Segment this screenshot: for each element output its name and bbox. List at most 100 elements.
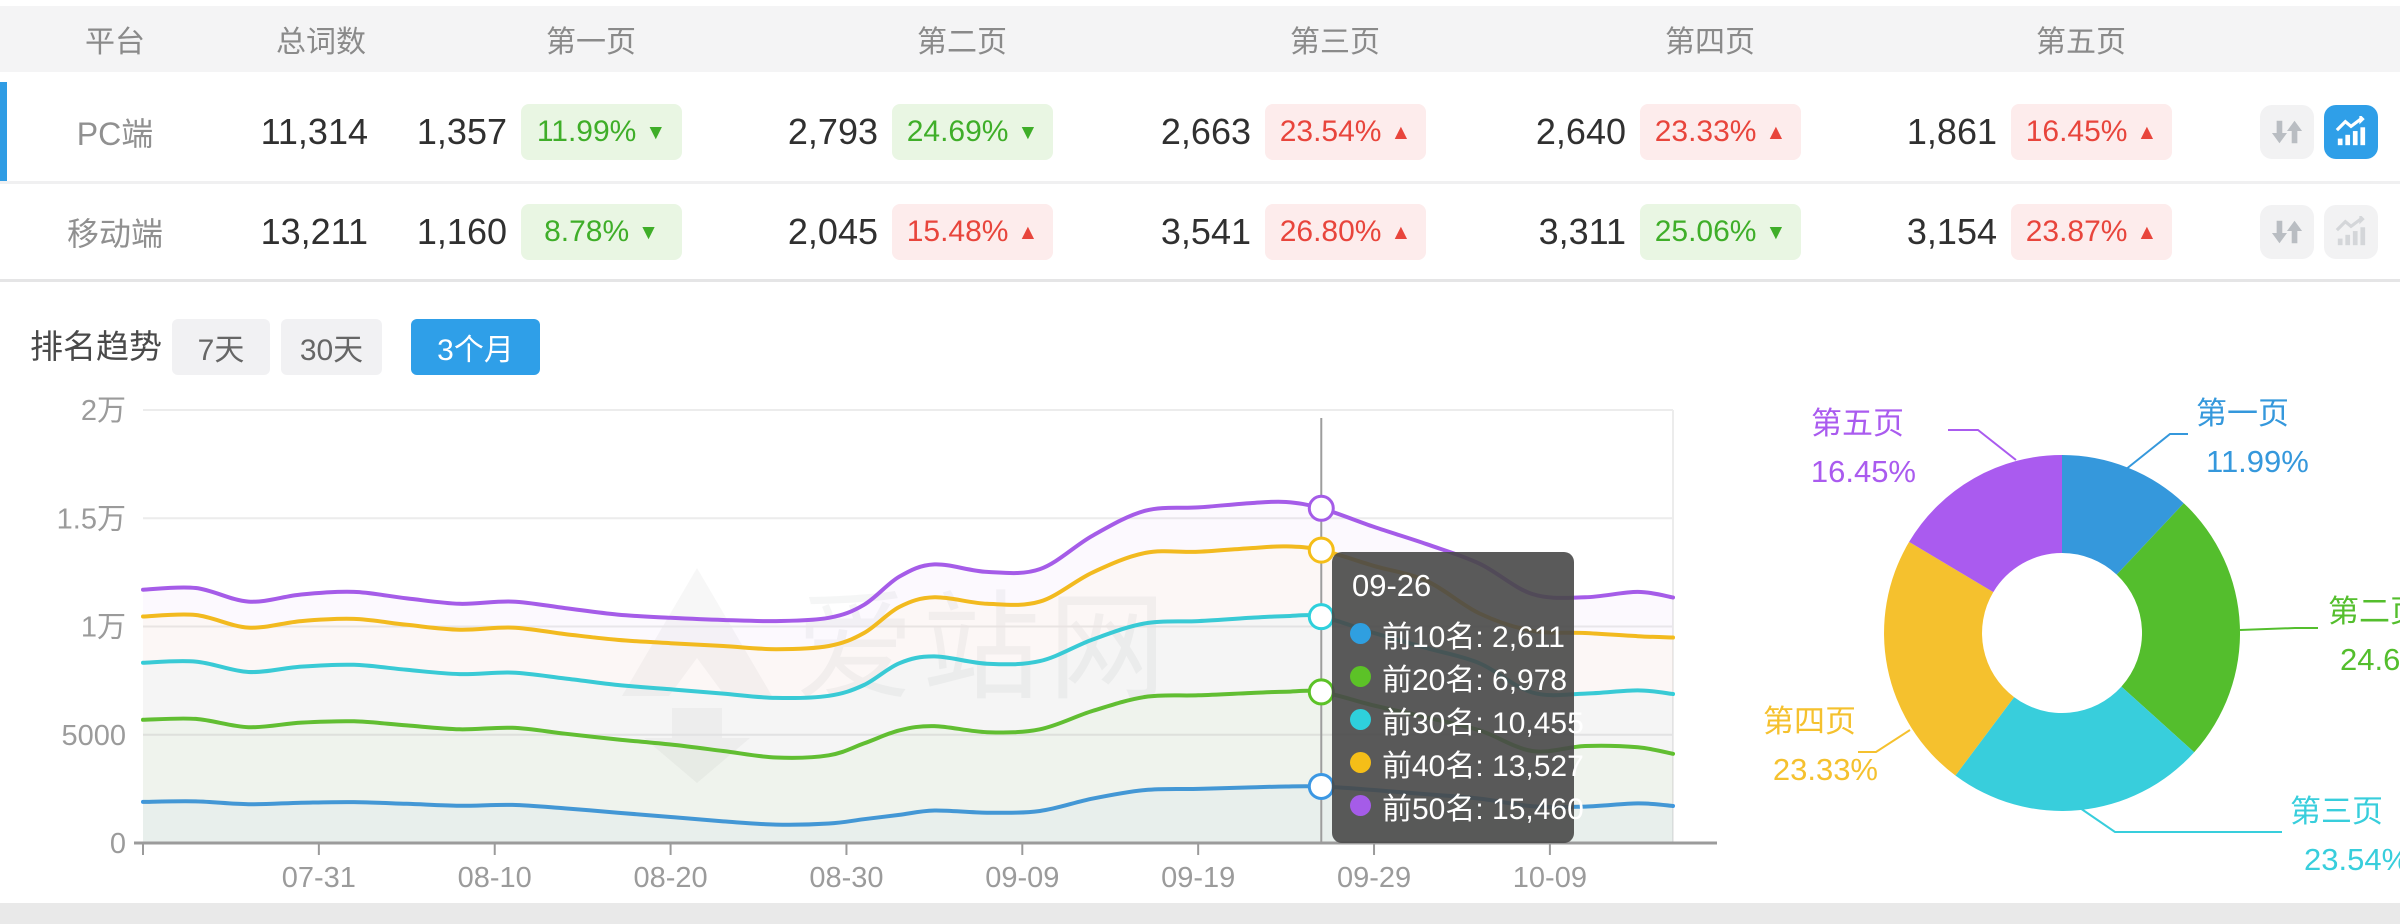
- donut-pct-第二页: 24.69%: [2340, 642, 2400, 677]
- donut-pct-第四页: 23.33%: [1773, 752, 1878, 787]
- donut-slice-第二页: [2116, 503, 2241, 753]
- trend-arrow-icon: ▲: [1765, 120, 1787, 144]
- label-leader-line: [1948, 429, 2017, 461]
- row-actions: [2180, 104, 2400, 159]
- marker-前10名: [1307, 772, 1335, 800]
- page-background: [0, 903, 2400, 924]
- page4-count: 2,640: [1535, 110, 1626, 152]
- series-dot-icon: [1350, 752, 1371, 773]
- trend-arrow-icon: ▼: [645, 120, 667, 144]
- seo-rank-dashboard: 平台 总词数 第一页 第二页 第三页 第四页 第五页 PC端 11,314 1,…: [0, 0, 2400, 903]
- sort-arrows-icon: [2271, 117, 2303, 147]
- page5-cell: 3,154 23.87% ▲: [1809, 203, 2180, 260]
- total-words-value: 11,314: [260, 110, 368, 152]
- page1-change-badge: 8.78% ▼: [521, 203, 682, 260]
- selected-row-indicator: [0, 82, 7, 181]
- x-axis-label: 08-10: [458, 862, 532, 894]
- marker-前30名: [1307, 603, 1335, 631]
- col-header-platform: 平台: [85, 26, 145, 59]
- page5-cell: 1,861 16.45% ▲: [1809, 103, 2180, 160]
- page1-count: 1,160: [416, 210, 507, 252]
- row-divider: [0, 181, 2400, 184]
- x-axis-label: 09-29: [1337, 862, 1411, 894]
- tab-3months[interactable]: 3个月: [411, 319, 540, 375]
- page2-count: 2,045: [787, 210, 878, 252]
- line-series-前50名: [141, 499, 1675, 624]
- marker-前50名: [1307, 494, 1335, 522]
- table-row-mobile[interactable]: 移动端 13,211 1,160 8.78% ▼ 2,045 15.48% ▲ 3,…: [0, 184, 2400, 279]
- donut-pct-第三页: 23.54%: [2304, 842, 2400, 877]
- page2-change-badge: 24.69% ▼: [892, 103, 1053, 160]
- tooltip-date: 09-26: [1352, 568, 1432, 603]
- label-leader-line: [2079, 807, 2282, 833]
- trend-chart-button[interactable]: [2324, 204, 2378, 259]
- row-actions: [2180, 204, 2400, 259]
- col-header-page4: 第四页: [1665, 26, 1755, 59]
- series-dot-icon: [1350, 666, 1371, 687]
- series-dot-icon: [1350, 623, 1371, 644]
- sort-arrows-button[interactable]: [2260, 104, 2314, 159]
- tab-30days[interactable]: 30天: [281, 319, 382, 375]
- page5-change-badge: 16.45% ▲: [2011, 103, 2172, 160]
- page3-count: 3,541: [1160, 210, 1251, 252]
- trend-section-title: 排名趋势: [30, 328, 162, 365]
- tooltip-row: 前50名: 15,460: [1350, 784, 1584, 827]
- donut-label-第三页: 第三页: [2290, 794, 2383, 829]
- page3-change-badge: 26.80% ▲: [1265, 203, 1426, 260]
- page4-cell: 2,640 23.33% ▲: [1434, 103, 1809, 160]
- chart-tooltip: 09-26 前10名: 2,611 前20名: 6,978 前30名: 10,4…: [1332, 552, 1584, 843]
- trend-arrow-icon: ▼: [1765, 220, 1787, 244]
- donut-label-第五页: 第五页: [1811, 406, 1904, 441]
- trend-chart-icon: [2334, 115, 2368, 148]
- trend-chart-button[interactable]: [2324, 104, 2378, 159]
- trend-arrow-icon: ▲: [2136, 220, 2158, 244]
- total-words-value: 13,211: [260, 210, 368, 252]
- x-axis-label: 10-09: [1513, 862, 1587, 894]
- section-divider: [0, 279, 2400, 282]
- tooltip-row: 前20名: 6,978: [1350, 655, 1567, 698]
- table-header: 平台 总词数 第一页 第二页 第三页 第四页 第五页: [0, 6, 2400, 72]
- page2-count: 2,793: [787, 110, 878, 152]
- donut-slice-第五页: [1909, 455, 2062, 593]
- page5-count: 3,154: [1906, 210, 1997, 252]
- trend-arrow-icon: ▼: [1017, 120, 1039, 144]
- page1-cell: 1,160 8.78% ▼: [400, 203, 690, 260]
- page4-cell: 3,311 25.06% ▼: [1434, 203, 1809, 260]
- tooltip-row: 前30名: 10,455: [1350, 698, 1584, 741]
- x-axis-label: 09-09: [985, 862, 1059, 894]
- col-header-page3: 第三页: [1290, 26, 1380, 59]
- page5-count: 1,861: [1906, 110, 1997, 152]
- page4-change-badge: 23.33% ▲: [1640, 103, 1801, 160]
- platform-label: 移动端: [66, 215, 163, 252]
- page2-change-badge: 15.48% ▲: [892, 203, 1053, 260]
- label-leader-line: [2124, 433, 2188, 471]
- page2-cell: 2,045 15.48% ▲: [690, 203, 1061, 260]
- page3-cell: 2,663 23.54% ▲: [1061, 103, 1434, 160]
- donut-slice-第一页: [2062, 455, 2184, 575]
- sort-arrows-button[interactable]: [2260, 204, 2314, 259]
- table-row-pc[interactable]: PC端 11,314 1,357 11.99% ▼ 2,793 24.69% ▼ 2…: [0, 82, 2400, 181]
- trend-arrow-icon: ▲: [1017, 220, 1039, 244]
- marker-前40名: [1307, 536, 1335, 564]
- page3-cell: 3,541 26.80% ▲: [1061, 203, 1434, 260]
- page2-cell: 2,793 24.69% ▼: [690, 103, 1061, 160]
- page1-cell: 1,357 11.99% ▼: [400, 103, 690, 160]
- col-header-page1: 第一页: [546, 26, 636, 59]
- trend-arrow-icon: ▼: [638, 220, 659, 244]
- x-axis-label: 08-20: [634, 862, 708, 894]
- marker-前20名: [1307, 678, 1335, 706]
- page-distribution-donut-chart[interactable]: 第一页 11.99% 第二页 24.69% 第三页 23.54% 第四页 23.33% 第五页 1…: [1730, 380, 2400, 924]
- page4-count: 3,311: [1538, 210, 1626, 252]
- trend-chart-icon: [2334, 215, 2368, 248]
- donut-pct-第五页: 16.45%: [1811, 454, 1916, 489]
- tab-7days[interactable]: 7天: [172, 319, 270, 375]
- donut-label-第四页: 第四页: [1763, 704, 1856, 739]
- donut-slice-第三页: [1955, 686, 2195, 811]
- page1-count: 1,357: [416, 110, 507, 152]
- platform-label: PC端: [76, 115, 154, 152]
- trend-arrow-icon: ▲: [1390, 120, 1412, 144]
- col-header-total: 总词数: [276, 26, 366, 59]
- trend-arrow-icon: ▲: [1390, 220, 1412, 244]
- donut-pct-第一页: 11.99%: [2206, 444, 2309, 479]
- y-axis-label: 2万: [81, 395, 126, 427]
